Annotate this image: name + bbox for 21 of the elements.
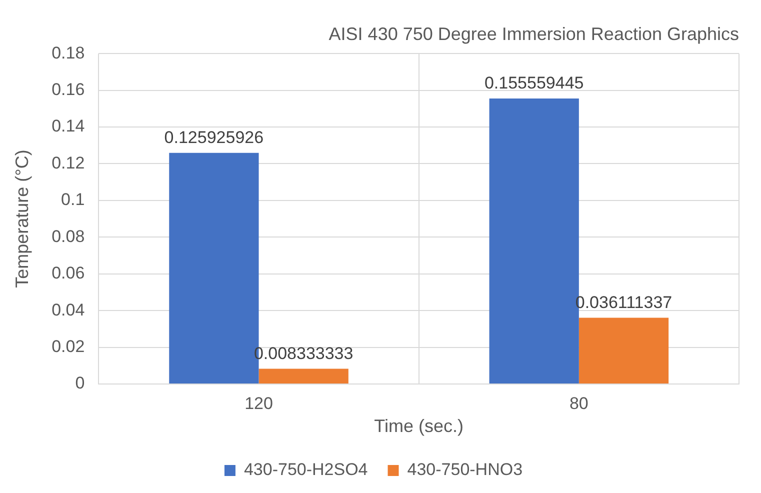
data-label: 0.125925926 <box>164 128 264 148</box>
y-tick-label: 0.04 <box>52 300 85 320</box>
y-tick-label: 0.1 <box>61 190 85 210</box>
bar <box>258 368 348 384</box>
y-tick-label: 0.18 <box>52 43 85 62</box>
y-tick-label: 0.16 <box>52 80 85 99</box>
y-tick-label: 0.06 <box>52 264 85 283</box>
y-tick-label: 0 <box>75 374 85 393</box>
y-tick-label: 0.12 <box>52 153 85 172</box>
y-tick-label: 0.02 <box>52 336 85 356</box>
legend-label: 430-750-HNO3 <box>407 460 523 480</box>
y-axis-title: Temperature (°C) <box>12 150 32 288</box>
y-tick-label: 0.14 <box>52 116 85 136</box>
data-label: 0.155559445 <box>484 74 584 93</box>
x-tick-label: 120 <box>244 394 273 413</box>
chart-title: AISI 430 750 Degree Immersion Reaction Graphics <box>328 24 739 44</box>
y-tick-label: 0.08 <box>52 226 85 246</box>
x-axis-title: Time (sec.) <box>374 416 464 436</box>
x-tick-label: 80 <box>569 394 588 413</box>
bar <box>578 318 669 384</box>
legend-label: 430-750-H2SO4 <box>244 460 368 480</box>
